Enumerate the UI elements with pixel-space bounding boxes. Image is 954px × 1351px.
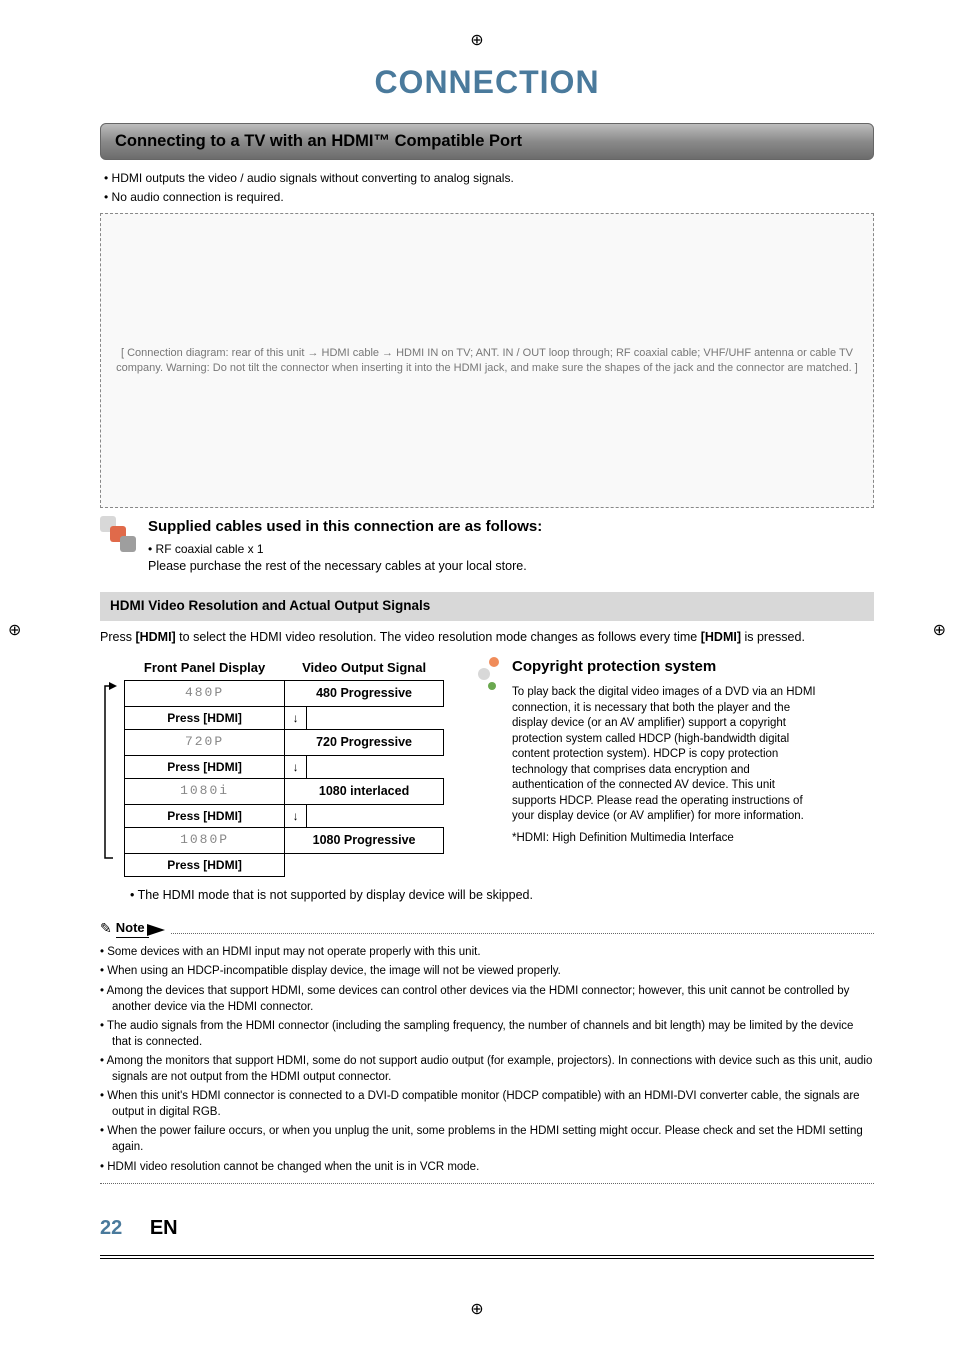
press-intro-text-2: to select the HDMI video resolution. The… bbox=[176, 630, 701, 644]
page-footer: 22 EN bbox=[100, 1214, 874, 1242]
display-1080i: 1080i bbox=[125, 779, 285, 804]
section-heading-bar: Connecting to a TV with an HDMI™ Compati… bbox=[100, 123, 874, 160]
arrow-down-2: ↓ bbox=[285, 755, 307, 779]
supplied-heading: Supplied cables used in this connection … bbox=[148, 516, 874, 537]
page-number: 22 bbox=[100, 1217, 122, 1239]
copyright-body: To play back the digital video images of… bbox=[512, 685, 817, 825]
press-intro-hdmi-1: [HDMI] bbox=[135, 630, 175, 644]
resolution-table: Front Panel Display Video Output Signal … bbox=[124, 656, 444, 877]
closing-dotted-rule bbox=[100, 1183, 874, 1184]
press-hdmi-intro: Press [HDMI] to select the HDMI video re… bbox=[100, 629, 874, 647]
hdmi-skip-note: • The HDMI mode that is not supported by… bbox=[130, 887, 874, 905]
copyright-heading: Copyright protection system bbox=[512, 656, 817, 677]
registration-mark-bottom: ⊕ bbox=[470, 1299, 483, 1321]
page-lang: EN bbox=[150, 1217, 178, 1239]
supplied-icon bbox=[100, 516, 136, 552]
press-hdmi-1: Press [HDMI] bbox=[125, 706, 285, 730]
intro-bullets: HDMI outputs the video / audio signals w… bbox=[104, 170, 874, 206]
press-hdmi-3: Press [HDMI] bbox=[125, 804, 285, 828]
hdmi-resolution-cycle: Front Panel Display Video Output Signal … bbox=[100, 656, 444, 877]
press-intro-text-1: Press bbox=[100, 630, 135, 644]
note-item-3: Among the devices that support HDMI, som… bbox=[100, 983, 874, 1015]
display-720p: 720P bbox=[125, 730, 285, 755]
signal-1080i: 1080 interlaced bbox=[285, 779, 444, 804]
copyright-protection-box: Copyright protection system To play back… bbox=[512, 656, 817, 846]
footer-rules bbox=[100, 1252, 874, 1259]
arrow-down-3: ↓ bbox=[285, 804, 307, 828]
registration-mark-top: ⊕ bbox=[470, 30, 483, 52]
display-1080p: 1080P bbox=[125, 828, 285, 853]
note-heading-row: ✎ Note bbox=[100, 919, 874, 939]
note-item-1: Some devices with an HDMI input may not … bbox=[100, 944, 874, 960]
diagram-placeholder-text: [ Connection diagram: rear of this unit … bbox=[101, 336, 873, 387]
table-head-display: Front Panel Display bbox=[125, 656, 285, 681]
press-intro-text-3: is pressed. bbox=[741, 630, 805, 644]
press-hdmi-2: Press [HDMI] bbox=[125, 755, 285, 779]
note-item-7: When the power failure occurs, or when y… bbox=[100, 1123, 874, 1155]
intro-bullet-1: HDMI outputs the video / audio signals w… bbox=[104, 170, 874, 187]
note-pin-icon: ✎ bbox=[100, 919, 112, 939]
note-item-4: The audio signals from the HDMI connecto… bbox=[100, 1018, 874, 1050]
signal-480p: 480 Progressive bbox=[285, 681, 444, 706]
table-head-signal: Video Output Signal bbox=[285, 656, 444, 681]
supplied-cables-block: Supplied cables used in this connection … bbox=[100, 516, 874, 575]
signal-720p: 720 Progressive bbox=[285, 730, 444, 755]
registration-mark-right: ⊕ bbox=[933, 620, 946, 642]
cycle-return-arrow bbox=[100, 656, 118, 866]
copyright-deco-icon bbox=[474, 656, 502, 684]
note-item-8: HDMI video resolution cannot be changed … bbox=[100, 1159, 874, 1175]
hdmi-definition: *HDMI: High Definition Multimedia Interf… bbox=[512, 831, 817, 847]
display-480p: 480P bbox=[125, 681, 285, 706]
supplied-purchase-note: Please purchase the rest of the necessar… bbox=[148, 558, 874, 576]
registration-mark-left: ⊕ bbox=[8, 620, 21, 642]
supplied-item: • RF coaxial cable x 1 bbox=[148, 541, 874, 558]
signal-1080p: 1080 Progressive bbox=[285, 828, 444, 853]
intro-bullet-2: No audio connection is required. bbox=[104, 189, 874, 206]
note-pen-icon bbox=[147, 924, 165, 936]
note-item-2: When using an HDCP-incompatible display … bbox=[100, 963, 874, 979]
note-item-5: Among the monitors that support HDMI, so… bbox=[100, 1053, 874, 1085]
arrow-down-1: ↓ bbox=[285, 706, 307, 730]
connection-diagram: [ Connection diagram: rear of this unit … bbox=[100, 213, 874, 508]
chapter-title: CONNECTION bbox=[100, 60, 874, 105]
note-item-6: When this unit's HDMI connector is conne… bbox=[100, 1088, 874, 1120]
notes-list: Some devices with an HDMI input may not … bbox=[100, 944, 874, 1174]
note-dotted-rule bbox=[171, 924, 874, 934]
sub-section-heading: HDMI Video Resolution and Actual Output … bbox=[100, 592, 874, 621]
note-label: Note bbox=[116, 919, 149, 938]
press-hdmi-4: Press [HDMI] bbox=[125, 853, 285, 877]
press-intro-hdmi-2: [HDMI] bbox=[701, 630, 741, 644]
